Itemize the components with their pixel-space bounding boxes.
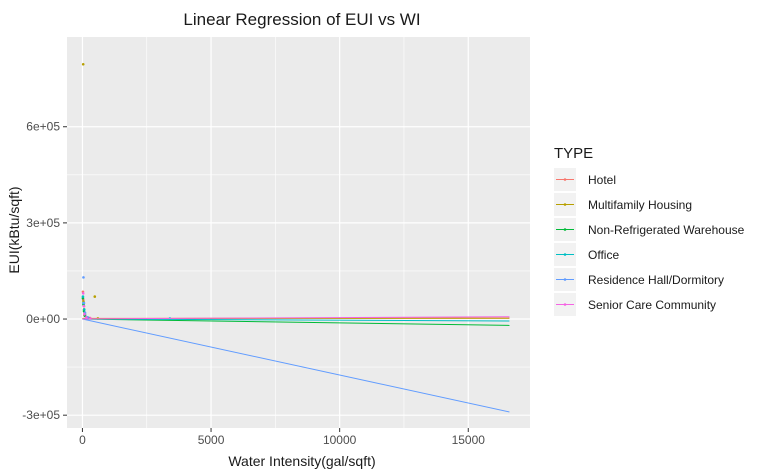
legend-item: Hotel — [554, 168, 616, 191]
y-tick-label: 6e+05 — [26, 120, 60, 134]
y-tick-label: 3e+05 — [26, 216, 60, 230]
legend-label: Senior Care Community — [588, 298, 716, 312]
legend-key-point — [563, 278, 567, 281]
plot-panel — [67, 37, 530, 428]
legend-key-point — [563, 253, 567, 256]
data-point — [81, 62, 85, 66]
regression-line — [82, 318, 510, 413]
x-tick-label: 5000 — [198, 433, 225, 447]
x-axis-title: Water Intensity(gal/sqft) — [228, 453, 375, 469]
legend-item: Residence Hall/Dormitory — [554, 268, 724, 291]
legend-key-point — [563, 178, 567, 181]
legend-label: Residence Hall/Dormitory — [588, 273, 724, 287]
legend-key-point — [563, 203, 567, 206]
legend-label: Office — [588, 248, 619, 262]
data-point — [93, 295, 97, 298]
series-layer — [81, 62, 510, 413]
legend-label: Multifamily Housing — [588, 198, 692, 212]
series-senior-care-community — [81, 292, 510, 320]
chart-title: Linear Regression of EUI vs WI — [183, 10, 420, 29]
legend-key-point — [563, 303, 567, 306]
data-point — [83, 312, 86, 316]
regression-line — [82, 316, 510, 320]
grid-minor — [67, 37, 530, 428]
x-axis: 0 5000 10000 15000 — [79, 428, 485, 447]
legend-label: Hotel — [588, 173, 616, 187]
data-point — [84, 316, 88, 319]
data-point — [88, 317, 92, 320]
legend-label: Non-Refrigerated Warehouse — [588, 223, 745, 237]
legend: TYPE Hotel Multifamily Housing Non-Refrige… — [554, 145, 745, 316]
data-point — [81, 295, 85, 298]
legend-key-point — [563, 228, 567, 231]
regression-line — [82, 318, 510, 322]
x-tick-label: 10000 — [323, 433, 357, 447]
y-tick-label: 0e+00 — [26, 312, 60, 326]
x-tick-label: 0 — [79, 433, 86, 447]
y-axis-title: EUI(kBtu/sqft) — [6, 186, 22, 273]
legend-item: Senior Care Community — [554, 293, 716, 316]
data-point — [82, 304, 86, 308]
legend-item: Non-Refrigerated Warehouse — [554, 218, 745, 241]
x-tick-label: 15000 — [452, 433, 486, 447]
y-axis: -3e+05 0e+00 3e+05 6e+05 — [22, 120, 67, 422]
data-point — [82, 276, 85, 279]
data-point — [82, 301, 86, 305]
legend-title: TYPE — [554, 145, 593, 162]
data-point — [82, 308, 86, 311]
legend-item: Multifamily Housing — [554, 193, 692, 216]
regression-line — [82, 318, 510, 326]
y-tick-label: -3e+05 — [22, 408, 60, 422]
legend-item: Office — [554, 243, 619, 266]
data-point — [81, 292, 85, 295]
